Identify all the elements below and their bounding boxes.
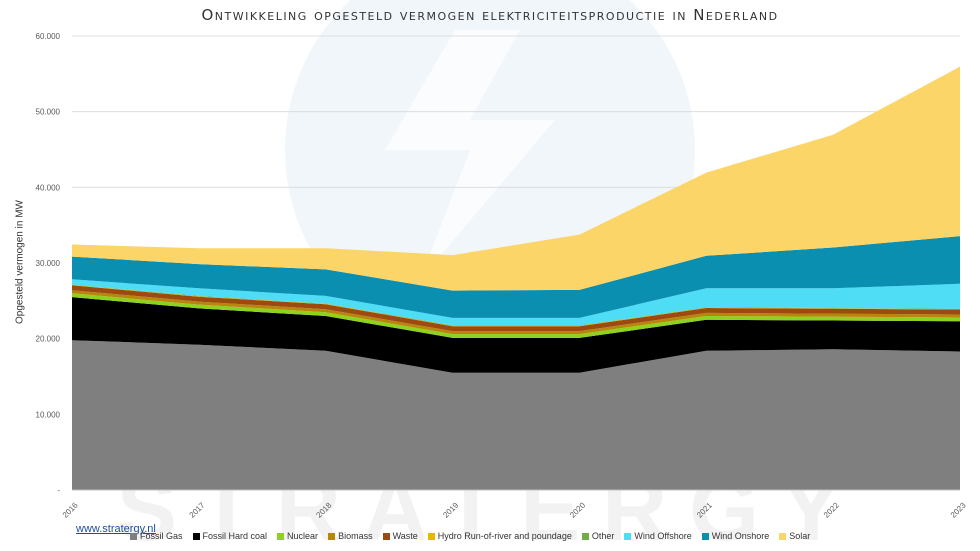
legend-label: Other [591,531,615,541]
legend-item-hydro-run-of-river-and-poundage[interactable]: Hydro Run-of-river and poundage [427,531,572,541]
legend: Fossil Gas Fossil Hard coal Nuclear Biomass… [130,531,810,541]
legend-swatch [277,532,285,540]
area-wind-onshore [72,236,960,318]
y-tick-label: 50.000 [36,108,61,117]
legend-item-fossil-hard-coal[interactable]: Fossil Hard coal [192,531,268,541]
legend-item-nuclear[interactable]: Nuclear [277,531,318,541]
legend-swatch [624,532,632,540]
y-axis-label: Opgesteld vermogen in MW [14,200,26,324]
chart-title: Ontwikkeling opgesteld vermogen elektric… [201,6,779,24]
legend-label: Solar [789,531,811,541]
source-link[interactable]: www.stratergy.nl [76,523,156,535]
area-fossil-hard-coal [72,297,960,373]
legend-label: Biomass [338,531,373,541]
legend-label: Nuclear [287,531,319,541]
legend-swatch [382,532,390,540]
area-solar [72,66,960,291]
legend-swatch [130,532,137,540]
legend-item-solar[interactable]: Solar [779,531,810,541]
legend-swatch [779,532,787,540]
area-wind-offshore [72,279,960,326]
legend-label: Wind Offshore [634,531,692,541]
x-tick-label: 2023 [949,500,968,519]
y-tick-label: 30.000 [36,259,61,268]
legend-swatch [701,532,709,540]
legend-label: Fossil Gas [140,531,183,541]
y-tick-label: 20.000 [36,335,61,344]
legend-swatch [581,532,589,540]
legend-item-fossil-gas[interactable]: Fossil Gas [130,531,183,541]
stacked-areas [72,66,960,490]
legend-item-wind-offshore[interactable]: Wind Offshore [624,531,692,541]
legend-swatch [427,532,435,540]
legend-item-biomass[interactable]: Biomass [328,531,373,541]
legend-item-waste[interactable]: Waste [382,531,418,541]
y-tick-label: 40.000 [36,183,61,192]
legend-label: Waste [392,531,418,541]
x-tick-label: 2016 [61,500,80,519]
legend-label: Fossil Hard coal [202,531,268,541]
legend-label: Wind Onshore [711,531,770,541]
y-tick-label: - [57,486,60,495]
legend-item-wind-onshore[interactable]: Wind Onshore [701,531,770,541]
legend-swatch [192,532,200,540]
y-tick-label: 60.000 [36,32,61,41]
y-tick-label: 10.000 [36,410,61,419]
legend-label: Hydro Run-of-river and poundage [437,531,572,541]
legend-swatch [328,532,336,540]
area-fossil-gas [72,340,960,490]
legend-item-other[interactable]: Other [581,531,615,541]
